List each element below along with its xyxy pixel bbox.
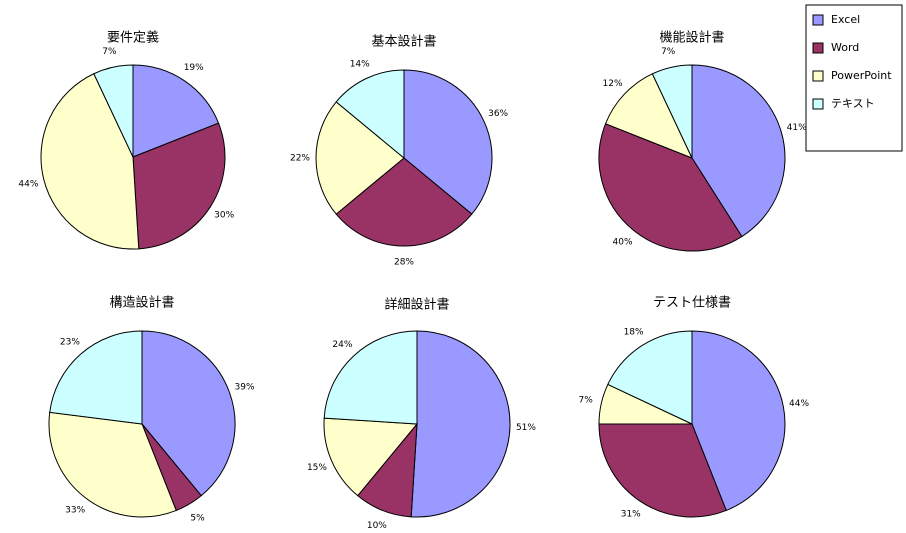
pie-slice — [48, 411, 177, 518]
pie-slice — [691, 330, 786, 512]
pie-slice — [607, 330, 693, 425]
legend-swatch — [812, 70, 824, 82]
legend-swatch — [812, 14, 824, 26]
pie-slice — [604, 73, 693, 159]
pie-slice — [651, 64, 693, 159]
pie-slice — [598, 423, 727, 518]
data-label: 41% — [787, 123, 807, 133]
pie-slice — [49, 330, 143, 425]
data-label: 12% — [603, 79, 623, 89]
data-label: 36% — [488, 109, 508, 119]
pie-slice — [93, 64, 134, 158]
data-label: 10% — [367, 521, 387, 531]
pie-slice — [323, 330, 418, 425]
chart-title: 機能設計書 — [659, 30, 724, 46]
data-label: 44% — [18, 179, 38, 189]
pie-slice — [410, 330, 511, 518]
pie-slice — [335, 157, 473, 247]
data-label: 24% — [332, 340, 352, 350]
data-label: 7% — [578, 396, 593, 406]
legend-swatch — [812, 42, 824, 54]
chart-title: テスト仕様書 — [653, 296, 731, 311]
chart-title: 詳細設計書 — [384, 297, 449, 313]
data-label: 28% — [394, 258, 414, 268]
chart-title: 要件定義 — [107, 30, 159, 46]
pie-slice — [335, 69, 405, 160]
pie-slice — [323, 417, 419, 497]
data-label: 7% — [102, 47, 117, 57]
data-label: 18% — [624, 327, 644, 337]
data-label: 7% — [661, 47, 676, 57]
legend-label: Excel — [831, 13, 860, 26]
data-label: 51% — [516, 423, 536, 433]
pie-slice — [691, 64, 786, 238]
legend-label: テキスト — [831, 97, 875, 110]
data-label: 31% — [621, 510, 641, 520]
pie-slice — [403, 69, 493, 215]
legend-swatch — [812, 98, 824, 110]
data-label: 40% — [613, 237, 633, 247]
chart-title: 基本設計書 — [371, 34, 436, 50]
legend-label: Word — [831, 41, 859, 54]
legend-label: PowerPoint — [831, 69, 892, 82]
data-label: 39% — [235, 383, 255, 393]
chart-title: 構造設計書 — [109, 295, 174, 311]
data-label: 14% — [350, 59, 370, 69]
data-label: 5% — [190, 513, 205, 523]
data-label: 22% — [290, 154, 310, 164]
pie-slice — [132, 64, 220, 158]
pie-slice — [141, 330, 236, 497]
pie-slice — [598, 123, 743, 252]
data-label: 19% — [184, 63, 204, 73]
data-label: 30% — [214, 210, 234, 220]
data-label: 23% — [60, 338, 80, 348]
pie-slice — [315, 101, 405, 215]
data-label: 44% — [789, 399, 809, 409]
data-label: 33% — [65, 506, 85, 516]
data-label: 15% — [307, 463, 327, 473]
pie-slice — [132, 122, 226, 250]
